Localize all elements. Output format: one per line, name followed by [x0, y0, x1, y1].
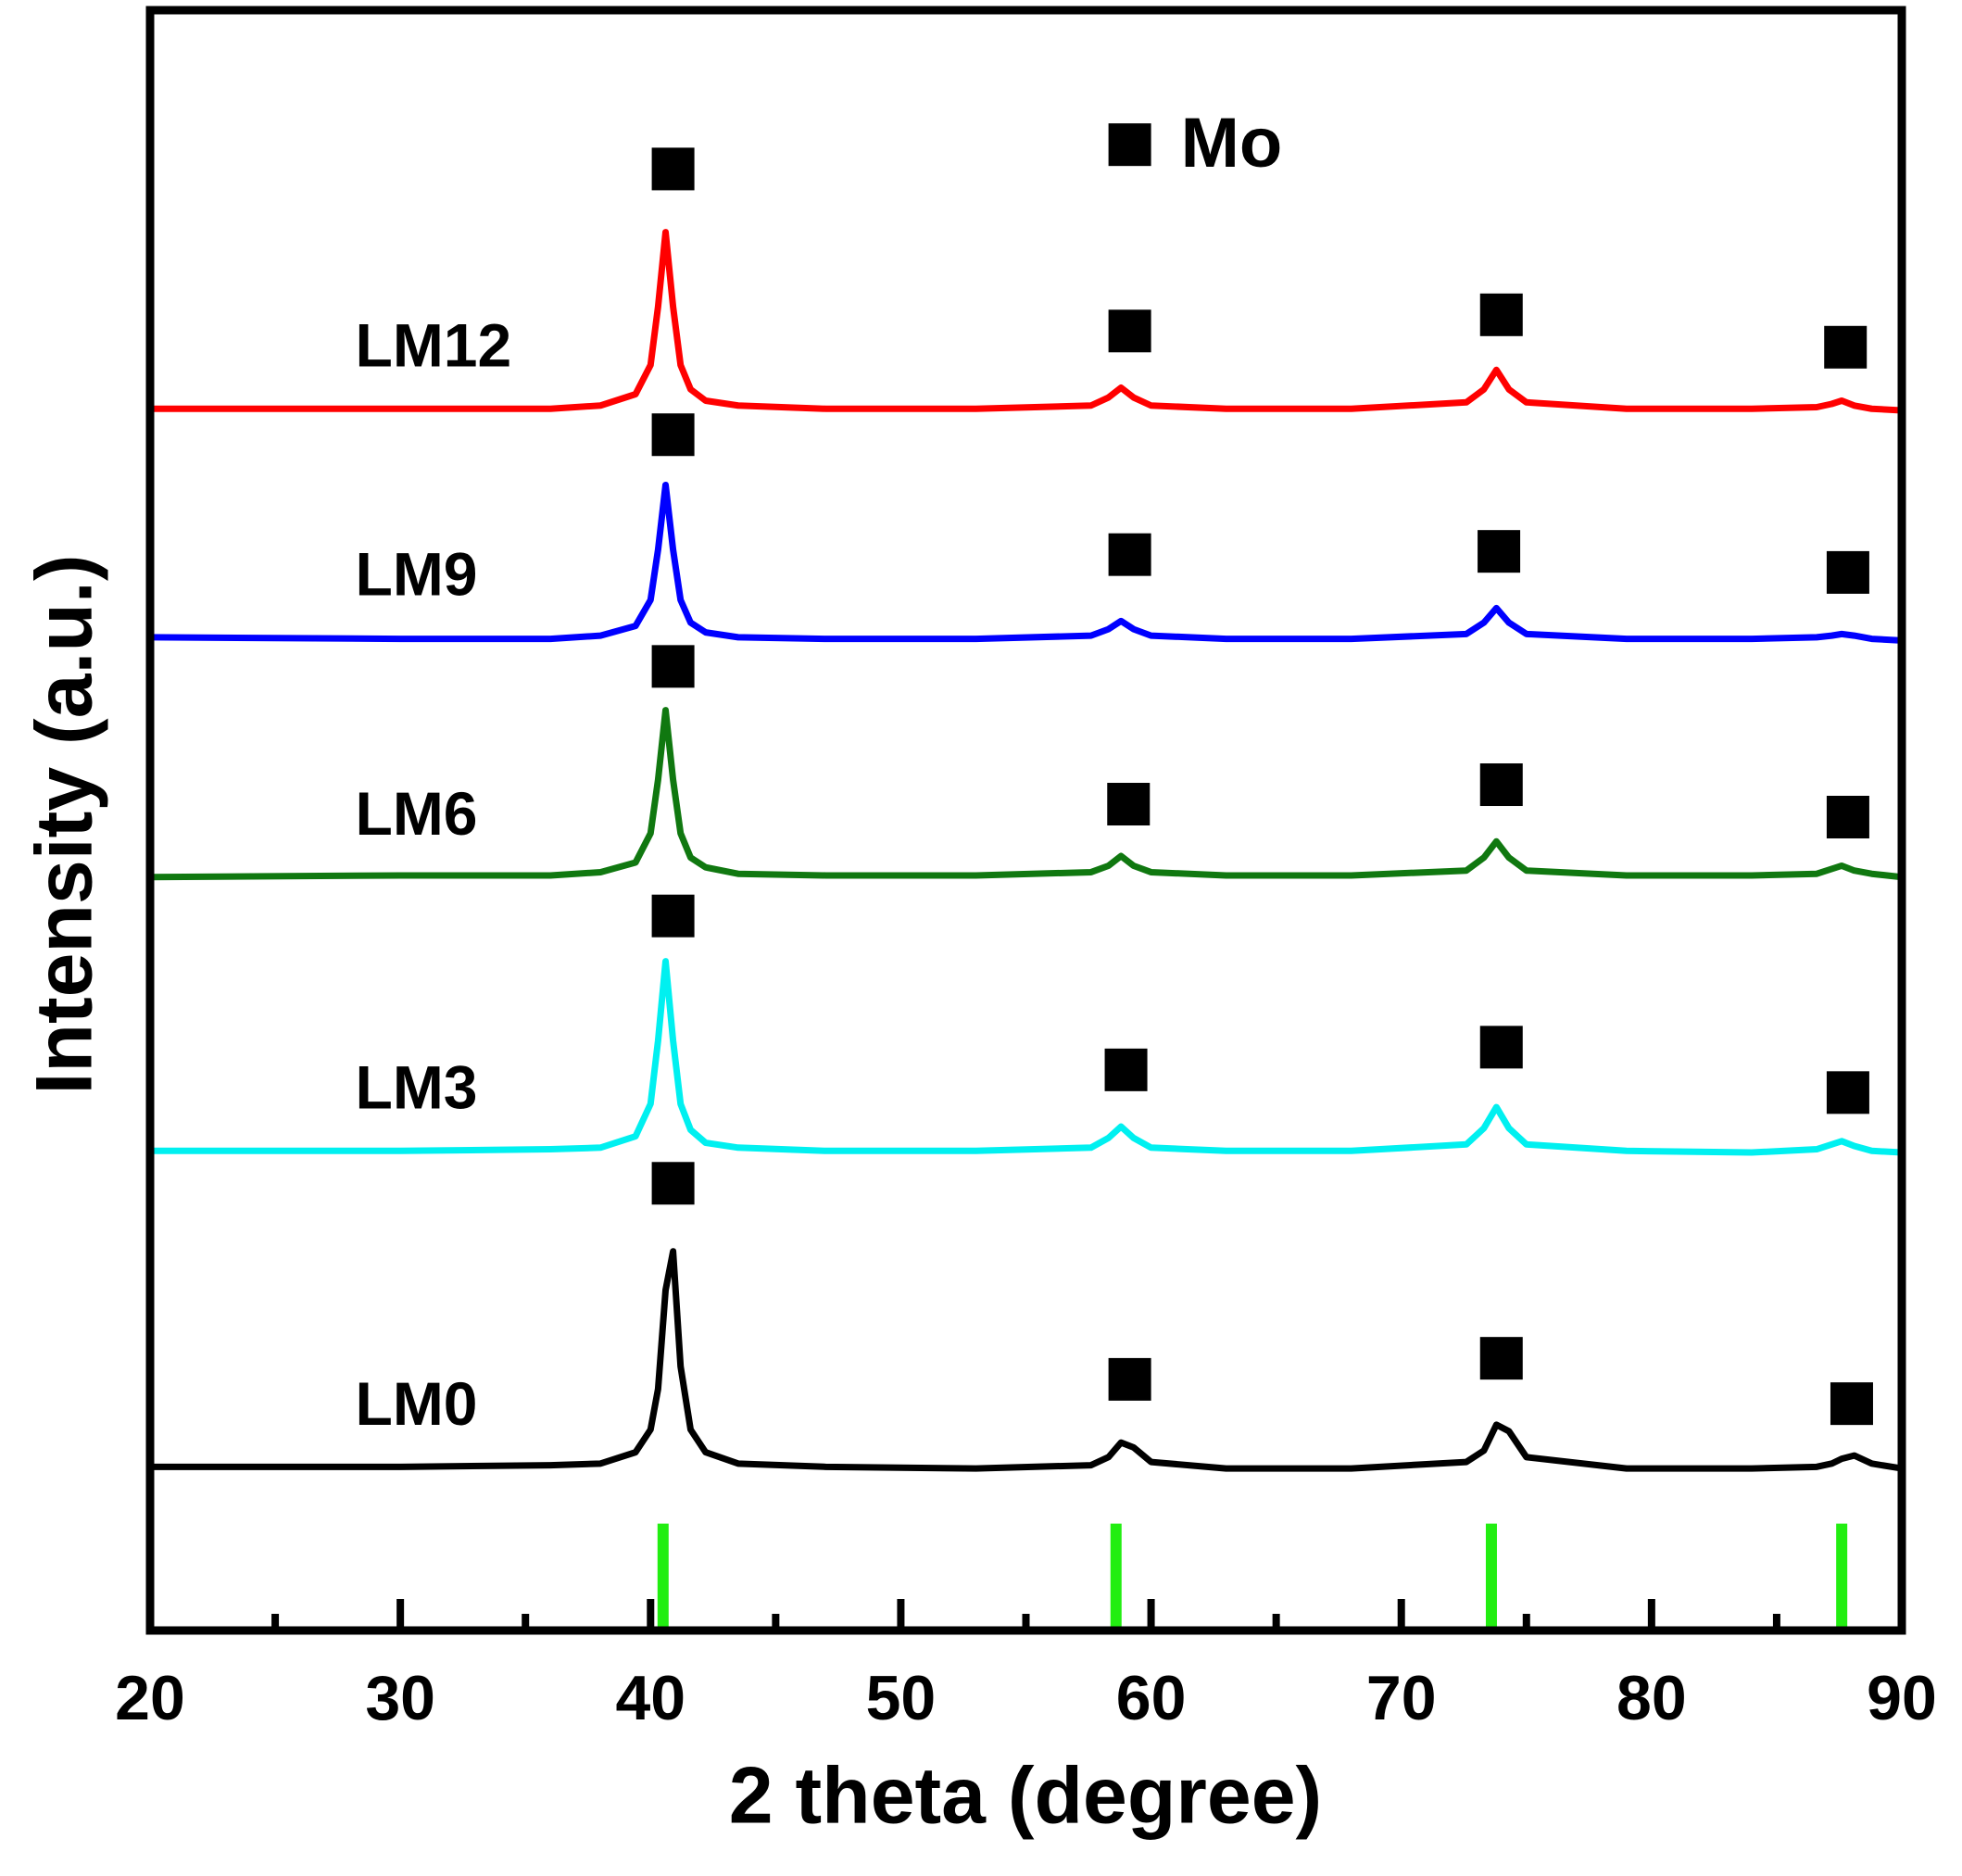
peak-marker	[1108, 309, 1151, 353]
peak-marker	[1108, 1357, 1151, 1401]
peak-marker	[651, 147, 695, 191]
series-label: LM3	[356, 1053, 478, 1122]
x-tick-label: 90	[1867, 1663, 1937, 1733]
peak-marker	[1479, 763, 1523, 807]
peak-marker	[1107, 783, 1151, 826]
peak-marker	[651, 894, 695, 938]
series-label: LM9	[356, 539, 478, 608]
peak-marker	[1479, 293, 1523, 336]
x-tick-label: 40	[615, 1663, 685, 1733]
x-tick-label: 70	[1366, 1663, 1437, 1733]
legend-marker	[1108, 123, 1151, 167]
peak-marker	[1478, 530, 1521, 573]
x-tick-label: 50	[866, 1663, 937, 1733]
y-axis-title: Intensity (a.u.)	[20, 555, 109, 1095]
peak-marker	[1108, 533, 1151, 576]
series-line	[150, 229, 1903, 414]
x-tick-label: 80	[1616, 1663, 1687, 1733]
series-line	[150, 958, 1903, 1156]
x-tick-label: 20	[115, 1663, 185, 1733]
series-label: LM0	[356, 1369, 478, 1438]
x-tick-label: 60	[1116, 1663, 1187, 1733]
peak-marker	[1830, 1382, 1873, 1426]
series-label: LM12	[356, 311, 512, 380]
peak-marker	[1826, 1071, 1869, 1114]
series-line	[149, 707, 1903, 881]
legend-label: Mo	[1181, 104, 1283, 183]
series-line	[149, 481, 1903, 644]
series-line	[150, 1248, 1903, 1472]
peak-marker	[1479, 1026, 1523, 1069]
peak-marker	[651, 1162, 695, 1205]
x-tick-label: 30	[365, 1663, 435, 1733]
peak-marker	[1826, 796, 1869, 839]
peak-marker	[1826, 550, 1869, 594]
peak-marker	[651, 645, 695, 688]
peak-marker	[1824, 325, 1868, 369]
peak-marker	[1104, 1048, 1148, 1091]
peak-marker	[1479, 1337, 1523, 1380]
peak-marker	[651, 413, 695, 457]
x-axis-title: 2 theta (degree)	[729, 1752, 1322, 1841]
series-label: LM6	[356, 779, 478, 848]
